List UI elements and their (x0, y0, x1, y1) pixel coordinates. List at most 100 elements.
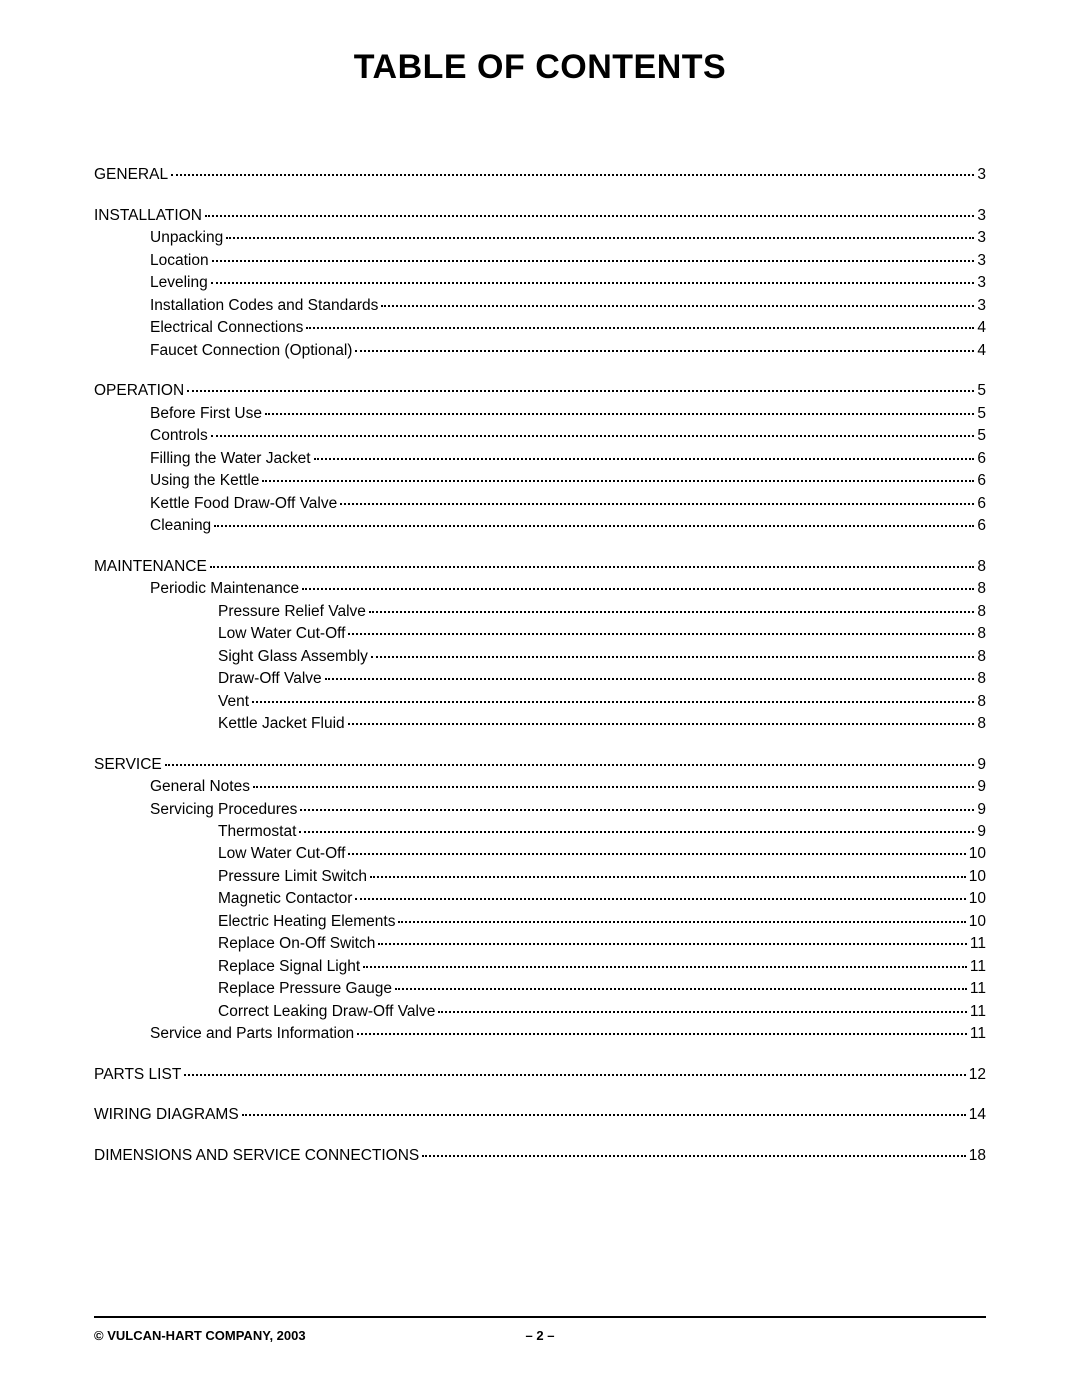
toc-entry: Faucet Connection (Optional) 4 (94, 340, 986, 360)
toc-dot-leader (262, 468, 974, 482)
toc-dot-leader (253, 774, 974, 788)
toc-entry-page: 10 (969, 890, 986, 909)
toc-dot-leader (265, 400, 974, 414)
toc-dot-leader (363, 954, 967, 968)
toc-dot-leader (226, 225, 974, 239)
toc-entry-label: Kettle Jacket Fluid (218, 715, 345, 734)
toc-dot-leader (395, 976, 967, 990)
toc-dot-leader (306, 315, 974, 329)
toc-entry-label: Servicing Procedures (150, 801, 297, 820)
toc-dot-leader (438, 998, 967, 1012)
toc-dot-leader (370, 864, 966, 878)
toc-dot-leader (422, 1142, 965, 1156)
toc-entry-page: 4 (977, 319, 986, 338)
toc-dot-leader (357, 1021, 967, 1035)
toc-entry-page: 10 (969, 845, 986, 864)
toc-entry: Kettle Jacket Fluid8 (94, 714, 986, 734)
toc-dot-leader (187, 378, 974, 392)
toc-entry-label: Installation Codes and Standards (150, 297, 378, 316)
toc-entry: Electric Heating Elements10 (94, 912, 986, 932)
toc-entry: MAINTENANCE8 (94, 556, 986, 576)
toc-entry: Vent8 (94, 691, 986, 711)
toc-entry: Electrical Connections 4 (94, 318, 986, 338)
toc-entry-page: 5 (977, 427, 986, 446)
toc-entry-label: Faucet Connection (Optional) (150, 342, 352, 361)
toc-dot-leader (355, 886, 965, 900)
toc-entry-page: 10 (969, 868, 986, 887)
toc-dot-leader (165, 751, 975, 765)
toc-entry-page: 8 (977, 603, 986, 622)
toc-dot-leader (371, 643, 974, 657)
toc-entry: PARTS LIST12 (94, 1064, 986, 1084)
toc-entry-label: Cleaning (150, 517, 211, 536)
toc-dot-leader (378, 931, 967, 945)
toc-entry: Pressure Relief Valve8 (94, 601, 986, 621)
page-title: TABLE OF CONTENTS (94, 48, 986, 87)
toc-dot-leader (205, 202, 974, 216)
footer-rule (94, 1316, 986, 1318)
toc-entry: Using the Kettle6 (94, 471, 986, 491)
toc-entry-page: 3 (977, 274, 986, 293)
toc-entry-label: Before First Use (150, 405, 262, 424)
toc-entry: Leveling 3 (94, 273, 986, 293)
toc-entry-page: 11 (970, 935, 986, 954)
toc-entry-page: 5 (977, 382, 986, 401)
toc-entry-label: Location (150, 252, 209, 271)
toc-entry: DIMENSIONS AND SERVICE CONNECTIONS18 (94, 1145, 986, 1165)
toc-entry-page: 8 (977, 625, 986, 644)
toc-dot-leader (314, 445, 975, 459)
toc-entry-label: Using the Kettle (150, 472, 259, 491)
toc-entry: Filling the Water Jacket6 (94, 448, 986, 468)
toc-entry-label: INSTALLATION (94, 207, 202, 226)
toc-entry: Replace On-Off Switch11 (94, 934, 986, 954)
toc-entry-page: 3 (977, 229, 986, 248)
toc-entry-page: 9 (977, 801, 986, 820)
toc-entry-label: Filling the Water Jacket (150, 450, 311, 469)
toc-entry-label: Unpacking (150, 229, 223, 248)
toc-entry-label: Thermostat (218, 823, 296, 842)
toc-entry-label: Replace Signal Light (218, 958, 360, 977)
toc-entry: Replace Signal Light11 (94, 957, 986, 977)
toc-entry-page: 8 (977, 693, 986, 712)
toc-entry-label: Electrical Connections (150, 319, 303, 338)
toc-dot-leader (302, 576, 974, 590)
toc-entry-label: Leveling (150, 274, 208, 293)
page: TABLE OF CONTENTS GENERAL3INSTALLATION3U… (0, 0, 1080, 1397)
toc-dot-leader (299, 819, 974, 833)
toc-entry-page: 9 (977, 778, 986, 797)
toc-dot-leader (340, 490, 974, 504)
toc-entry-label: MAINTENANCE (94, 558, 207, 577)
toc-entry-page: 11 (970, 980, 986, 999)
page-footer: © VULCAN-HART COMPANY, 2003 – 2 – (94, 1316, 986, 1343)
toc-entry-page: 18 (969, 1147, 986, 1166)
toc-entry: Location3 (94, 250, 986, 270)
toc-dot-leader (214, 513, 974, 527)
toc-dot-leader (171, 162, 974, 176)
toc-entry: Kettle Food Draw-Off Valve6 (94, 493, 986, 513)
toc-entry-page: 6 (977, 495, 986, 514)
toc-dot-leader (184, 1061, 965, 1075)
toc-entry: WIRING DIAGRAMS14 (94, 1105, 986, 1125)
toc-entry: Cleaning6 (94, 516, 986, 536)
toc-dot-leader (252, 688, 974, 702)
toc-entry: SERVICE9 (94, 754, 986, 774)
toc-dot-leader (348, 841, 965, 855)
toc-entry: Periodic Maintenance8 (94, 579, 986, 599)
toc-dot-leader (300, 796, 974, 810)
toc-entry-page: 4 (977, 342, 986, 361)
toc-entry-page: 8 (977, 580, 986, 599)
toc-entry-page: 9 (977, 823, 986, 842)
toc-entry: Low Water Cut-Off8 (94, 624, 986, 644)
toc-entry: Draw-Off Valve8 (94, 669, 986, 689)
toc-entry-label: Electric Heating Elements (218, 913, 395, 932)
toc-entry-label: Replace Pressure Gauge (218, 980, 392, 999)
toc-entry-page: 3 (977, 297, 986, 316)
toc-entry-page: 11 (970, 1003, 986, 1022)
toc-dot-leader (355, 337, 974, 351)
toc-entry: Correct Leaking Draw-Off Valve11 (94, 1001, 986, 1021)
toc-entry: Servicing Procedures 9 (94, 799, 986, 819)
toc-entry-page: 3 (977, 207, 986, 226)
toc-entry: General Notes9 (94, 777, 986, 797)
toc-dot-leader (398, 909, 965, 923)
toc-entry-page: 12 (969, 1066, 986, 1085)
